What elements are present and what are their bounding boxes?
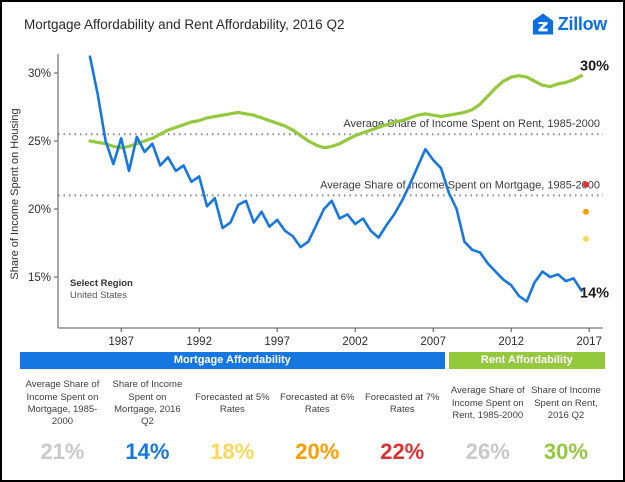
- summary-label: Forecasted at 5% Rates: [195, 391, 270, 415]
- summary-column-avg-rent: Average Share of Income Spent on Rent, 1…: [449, 375, 527, 465]
- rent-affordability-header: Rent Affordability: [448, 352, 605, 369]
- svg-text:30%: 30%: [28, 68, 51, 80]
- summary-column-current-mortgage: Share of Income Spent on Mortgage, 2016 …: [105, 375, 190, 465]
- svg-text:1997: 1997: [264, 336, 290, 348]
- affordability-line-chart[interactable]: Average Share of Income Spent on Rent, 1…: [2, 46, 623, 350]
- summary-label: Average Share of Income Spent on Mortgag…: [25, 379, 100, 428]
- svg-text:30%: 30%: [580, 58, 609, 74]
- svg-text:15%: 15%: [28, 272, 51, 284]
- svg-text:14%: 14%: [580, 285, 609, 301]
- summary-column-forecast-5: Forecasted at 5% Rates 18%: [190, 375, 275, 465]
- svg-text:1987: 1987: [108, 336, 134, 348]
- svg-text:Share of Income Spent on Housi: Share of Income Spent on Housing: [9, 108, 21, 279]
- summary-column-avg-mortgage: Average Share of Income Spent on Mortgag…: [20, 375, 105, 465]
- summary-label: Forecasted at 7% Rates: [364, 391, 440, 415]
- summary-column-forecast-7: Forecasted at 7% Rates 22%: [360, 375, 445, 465]
- summary-value: 26%: [465, 439, 510, 464]
- svg-text:Average Share of Income Spent: Average Share of Income Spent on Mortgag…: [320, 179, 600, 191]
- summary-columns: Average Share of Income Spent on Mortgag…: [20, 375, 605, 465]
- summary-value: 20%: [295, 439, 340, 464]
- svg-text:Average Share of Income Spent: Average Share of Income Spent on Rent, 1…: [343, 118, 600, 130]
- summary-label: Forecasted at 6% Rates: [280, 391, 355, 415]
- svg-text:Select Region: Select Region: [70, 278, 133, 289]
- svg-text:1992: 1992: [186, 336, 212, 348]
- svg-text:2002: 2002: [342, 336, 368, 348]
- report-header: Mortgage Affordability and Rent Affordab…: [2, 2, 623, 46]
- mortgage-affordability-header: Mortgage Affordability: [20, 352, 445, 369]
- svg-text:United States: United States: [70, 290, 127, 301]
- summary-label: Share of Income Spent on Rent, 2016 Q2: [531, 385, 601, 422]
- zillow-logo-text: Zillow: [557, 13, 608, 34]
- svg-text:2007: 2007: [420, 336, 446, 348]
- zillow-house-icon: [532, 13, 554, 35]
- summary-value: 14%: [125, 439, 170, 464]
- rent-columns: Average Share of Income Spent on Rent, 1…: [449, 375, 605, 465]
- svg-text:2017: 2017: [576, 336, 602, 348]
- svg-text:25%: 25%: [28, 136, 51, 148]
- svg-text:20%: 20%: [28, 204, 51, 216]
- summary-value: 30%: [543, 439, 588, 464]
- chart-title: Mortgage Affordability and Rent Affordab…: [24, 16, 345, 32]
- mortgage-columns: Average Share of Income Spent on Mortgag…: [20, 375, 445, 465]
- summary-value: 22%: [380, 439, 425, 464]
- svg-text:2012: 2012: [498, 336, 524, 348]
- summary-value: 18%: [210, 439, 255, 464]
- zillow-logo[interactable]: Zillow: [532, 13, 607, 35]
- summary-label: Average Share of Income Spent on Rent, 1…: [450, 385, 525, 422]
- summary-table: Mortgage Affordability Rent Affordabilit…: [2, 350, 623, 465]
- summary-column-current-rent: Share of Income Spent on Rent, 2016 Q2 3…: [527, 375, 605, 465]
- summary-column-forecast-6: Forecasted at 6% Rates 20%: [275, 375, 360, 465]
- summary-group-headers: Mortgage Affordability Rent Affordabilit…: [20, 352, 605, 369]
- summary-value: 21%: [40, 439, 85, 464]
- summary-label: Share of Income Spent on Mortgage, 2016 …: [112, 379, 183, 428]
